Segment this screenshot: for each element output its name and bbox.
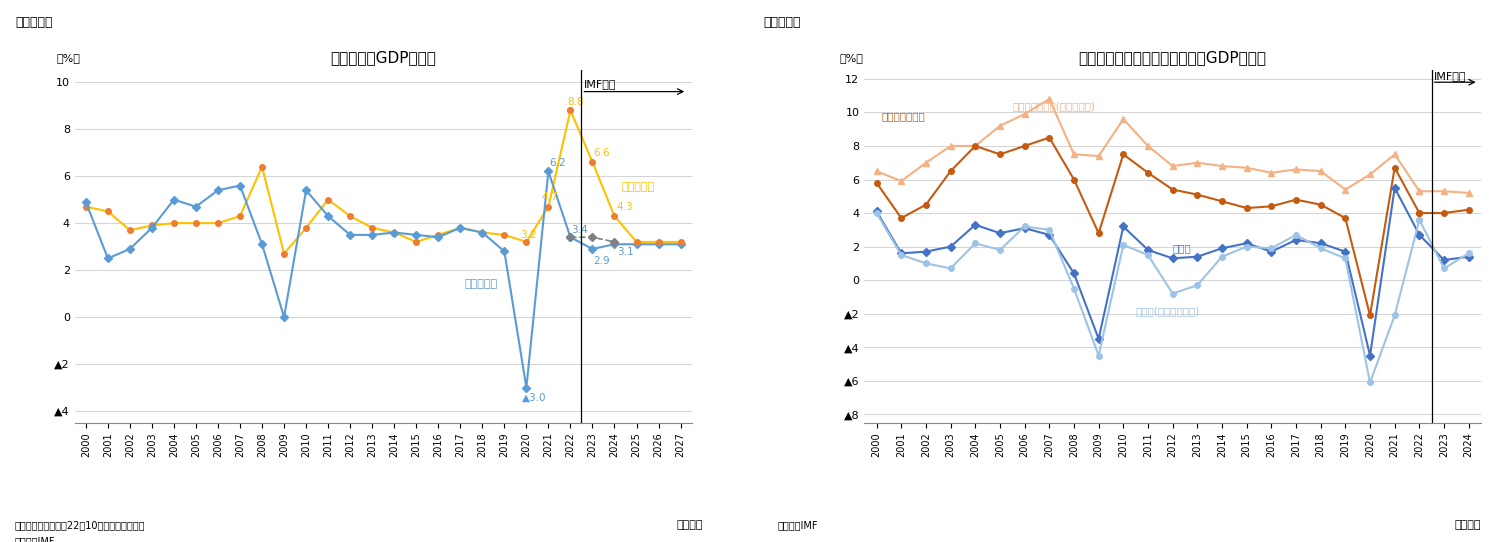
Text: （資料）IMF: （資料）IMF [15, 537, 55, 542]
Text: 3.4: 3.4 [571, 224, 588, 235]
Text: 実質成長率: 実質成長率 [465, 279, 498, 288]
Text: 4.3: 4.3 [616, 202, 633, 212]
Text: （年次）: （年次） [676, 520, 703, 530]
Text: 3.1: 3.1 [616, 247, 633, 257]
Title: 先進国と新興国・途上国の実質GDP伸び率: 先進国と新興国・途上国の実質GDP伸び率 [1079, 50, 1267, 65]
Text: （図表１）: （図表１） [15, 16, 52, 29]
Text: 新興国・途上国(うちアジア): 新興国・途上国(うちアジア) [1013, 101, 1095, 111]
Text: ▲3.0: ▲3.0 [522, 392, 546, 403]
Text: （資料）IMF: （資料）IMF [778, 520, 818, 530]
Text: インフレ率: インフレ率 [621, 182, 654, 192]
Text: 8.8: 8.8 [567, 96, 583, 107]
Text: （注）破線は前回（22年10月時点）の見通し: （注）破線は前回（22年10月時点）の見通し [15, 520, 145, 530]
Text: 先進国(うちユーロ圏): 先進国(うちユーロ圏) [1135, 306, 1200, 315]
Text: 3.2: 3.2 [519, 230, 537, 241]
Text: 6.6: 6.6 [594, 148, 610, 158]
Text: （図表２）: （図表２） [763, 16, 800, 29]
Text: 4.7: 4.7 [542, 192, 558, 202]
Text: IMF予測: IMF予測 [583, 79, 616, 89]
Text: （年次）: （年次） [1454, 520, 1481, 530]
Text: 6.2: 6.2 [549, 158, 565, 167]
Text: （%）: （%） [839, 54, 863, 63]
Text: 先進国: 先進国 [1173, 244, 1191, 254]
Text: 2.9: 2.9 [594, 256, 610, 266]
Text: 新興国・途上国: 新興国・途上国 [881, 111, 926, 121]
Title: 世界の実質GDP伸び率: 世界の実質GDP伸び率 [331, 50, 437, 65]
Text: IMF予測: IMF予測 [1433, 71, 1466, 81]
Text: （%）: （%） [57, 54, 81, 63]
